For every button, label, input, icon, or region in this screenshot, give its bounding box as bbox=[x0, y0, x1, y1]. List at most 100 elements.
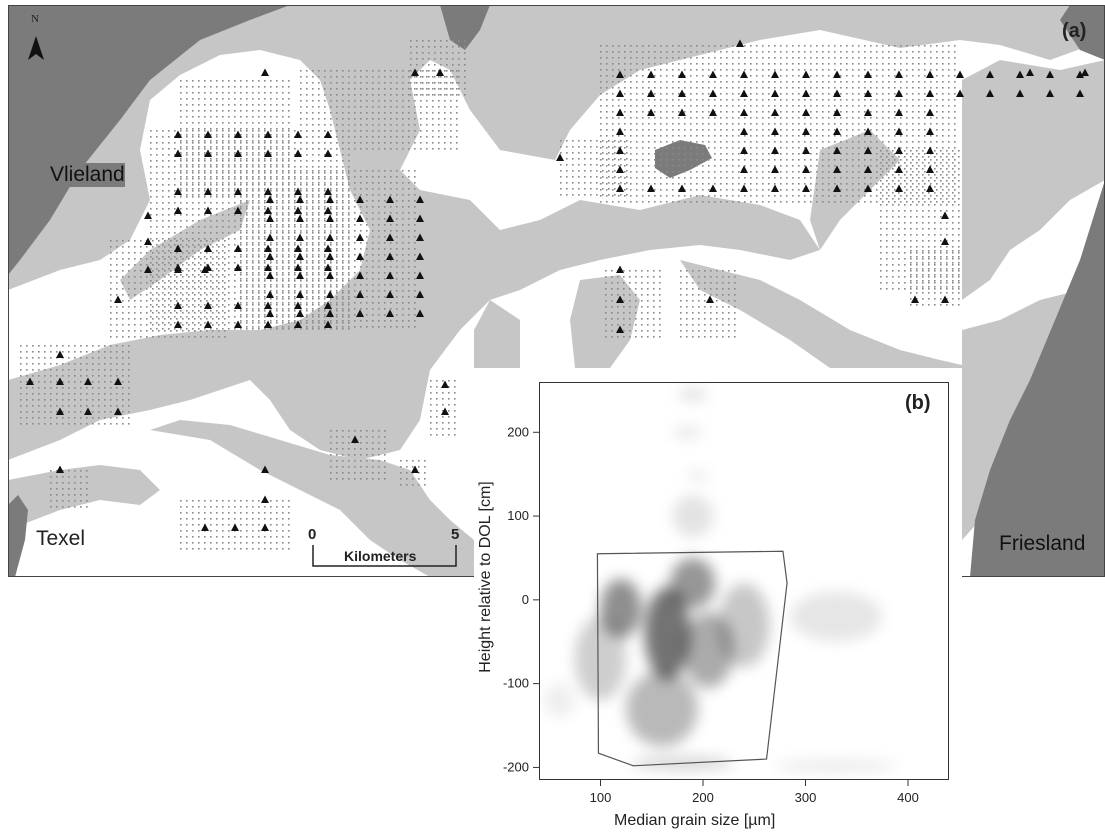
density-blob-12 bbox=[672, 425, 703, 439]
density-blob-14 bbox=[544, 683, 575, 718]
sample-triangle-icon bbox=[864, 165, 872, 173]
sample-triangle-icon bbox=[895, 70, 903, 78]
sample-triangle-icon bbox=[802, 70, 810, 78]
sample-triangle-icon bbox=[864, 108, 872, 116]
sample-triangle-icon bbox=[864, 127, 872, 135]
sample-triangle-icon bbox=[926, 70, 934, 78]
sample-triangle-icon bbox=[771, 146, 779, 154]
sample-triangle-icon bbox=[802, 165, 810, 173]
sample-triangle-icon bbox=[833, 146, 841, 154]
sample-triangle-icon bbox=[326, 195, 334, 203]
sample-triangle-icon bbox=[1046, 89, 1054, 97]
sample-triangle-icon bbox=[174, 320, 182, 328]
sample-triangle-icon bbox=[1016, 89, 1024, 97]
sample-triangle-icon bbox=[266, 271, 274, 279]
y-axis: -200 -100 0 100 200 bbox=[503, 424, 539, 774]
sample-triangle-icon bbox=[709, 108, 717, 116]
sample-triangle-icon bbox=[204, 301, 212, 309]
sample-triangle-icon bbox=[234, 130, 242, 138]
sample-triangle-icon bbox=[895, 184, 903, 192]
place-label-vlieland: Vlieland bbox=[50, 163, 125, 187]
sample-triangle-icon bbox=[441, 380, 449, 388]
sample-triangle-icon bbox=[266, 233, 274, 241]
x-tick-label-400: 400 bbox=[897, 790, 919, 805]
sample-triangle-icon bbox=[174, 265, 182, 273]
density-blob-8 bbox=[672, 495, 714, 538]
sample-triangle-icon bbox=[616, 108, 624, 116]
sample-triangle-icon bbox=[204, 320, 212, 328]
sample-triangle-icon bbox=[234, 263, 242, 271]
sample-triangle-icon bbox=[264, 149, 272, 157]
sample-triangle-icon bbox=[266, 290, 274, 298]
sample-triangle-icon bbox=[264, 263, 272, 271]
sample-triangle-icon bbox=[740, 89, 748, 97]
sample-triangle-icon bbox=[386, 214, 394, 222]
sample-triangle-icon bbox=[386, 195, 394, 203]
sample-triangle-icon bbox=[1081, 68, 1089, 76]
grain-size-density-plot: 100 200 300 400 -200 -100 0 100 200 (b) Median … bbox=[474, 368, 962, 836]
scale-start-label: 0 bbox=[308, 526, 317, 543]
panel-label-b: (b) bbox=[905, 392, 931, 414]
sample-triangle-icon bbox=[416, 252, 424, 260]
sample-triangle-icon bbox=[324, 320, 332, 328]
panel-label-a: (a) bbox=[1062, 20, 1087, 42]
y-tick-label-0: 0 bbox=[522, 592, 529, 607]
sample-triangle-icon bbox=[736, 39, 744, 47]
sample-triangle-icon bbox=[833, 165, 841, 173]
sample-triangle-icon bbox=[201, 523, 209, 531]
sample-triangle-icon bbox=[709, 184, 717, 192]
north-east-land bbox=[1060, 5, 1105, 60]
sample-triangle-icon bbox=[678, 184, 686, 192]
y-tick-label-200: 200 bbox=[507, 424, 529, 439]
sample-triangle-icon bbox=[706, 295, 714, 303]
sample-triangle-icon bbox=[616, 325, 624, 333]
sample-dot-grid bbox=[50, 470, 88, 508]
sample-triangle-icon bbox=[326, 214, 334, 222]
sample-triangle-icon bbox=[324, 149, 332, 157]
texel-island bbox=[8, 495, 28, 577]
sample-triangle-icon bbox=[771, 165, 779, 173]
sample-triangle-icon bbox=[864, 146, 872, 154]
sample-triangle-icon bbox=[296, 214, 304, 222]
sample-triangle-icon bbox=[771, 108, 779, 116]
sample-triangle-icon bbox=[294, 301, 302, 309]
density-blob-7 bbox=[790, 591, 883, 642]
sample-triangle-icon bbox=[802, 108, 810, 116]
density-field bbox=[544, 387, 898, 771]
sample-triangle-icon bbox=[895, 89, 903, 97]
sample-triangle-icon bbox=[678, 70, 686, 78]
sample-triangle-icon bbox=[174, 149, 182, 157]
sample-triangle-icon bbox=[771, 70, 779, 78]
sample-triangle-icon bbox=[616, 184, 624, 192]
sample-triangle-icon bbox=[709, 89, 717, 97]
sample-triangle-icon bbox=[294, 149, 302, 157]
sample-triangle-icon bbox=[26, 377, 34, 385]
sample-triangle-icon bbox=[114, 407, 122, 415]
sample-triangle-icon bbox=[294, 187, 302, 195]
density-blob-4 bbox=[626, 671, 698, 747]
sample-triangle-icon bbox=[926, 146, 934, 154]
north-islet bbox=[440, 5, 490, 50]
sample-triangle-icon bbox=[1016, 70, 1024, 78]
sample-triangle-icon bbox=[56, 377, 64, 385]
sample-triangle-icon bbox=[174, 130, 182, 138]
sample-triangle-icon bbox=[436, 68, 444, 76]
sample-triangle-icon bbox=[941, 295, 949, 303]
sample-triangle-icon bbox=[294, 320, 302, 328]
sample-triangle-icon bbox=[114, 377, 122, 385]
density-blob-2 bbox=[670, 557, 716, 609]
sample-triangle-icon bbox=[261, 68, 269, 76]
sample-triangle-icon bbox=[356, 309, 364, 317]
sample-triangle-icon bbox=[294, 206, 302, 214]
friesland-mainland bbox=[970, 180, 1105, 577]
sample-triangle-icon bbox=[926, 108, 934, 116]
sample-triangle-icon bbox=[204, 149, 212, 157]
sample-triangles bbox=[26, 39, 1089, 531]
sample-triangle-icon bbox=[771, 89, 779, 97]
sample-triangle-icon bbox=[678, 89, 686, 97]
sample-triangle-icon bbox=[261, 495, 269, 503]
sample-triangle-icon bbox=[802, 89, 810, 97]
sample-triangle-icon bbox=[264, 130, 272, 138]
sample-triangle-icon bbox=[616, 146, 624, 154]
sample-triangle-icon bbox=[411, 68, 419, 76]
